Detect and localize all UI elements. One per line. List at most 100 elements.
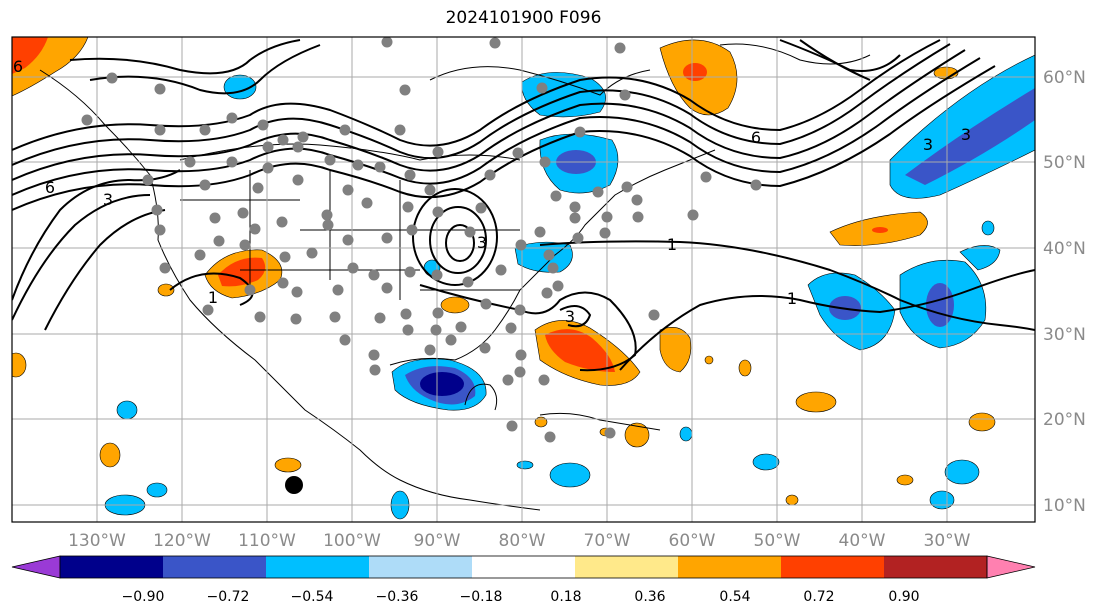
station-dot bbox=[322, 219, 334, 231]
station-dot bbox=[277, 134, 289, 146]
lon-label: 120°W bbox=[153, 531, 211, 551]
lon-label: 50°W bbox=[754, 531, 801, 551]
station-dot bbox=[648, 309, 660, 321]
colorbar-segment bbox=[678, 556, 781, 578]
station-markers bbox=[81, 37, 762, 443]
station-dot bbox=[514, 304, 526, 316]
colorbar-segment bbox=[11, 555, 61, 579]
station-dot bbox=[464, 226, 476, 238]
station-dot bbox=[569, 212, 581, 224]
station-dot bbox=[226, 112, 238, 124]
longitude-labels: 130°W 120°W 110°W 100°W 90°W 80°W 70°W 6… bbox=[68, 531, 971, 551]
station-dot bbox=[374, 312, 386, 324]
station-dot bbox=[552, 280, 564, 292]
colorbar-segment bbox=[575, 556, 678, 578]
contour-label-group: 6 3 1 1 1 3 3 6 3 3 6 bbox=[13, 57, 971, 326]
colorbar-tick-label: 0.90 bbox=[888, 589, 919, 605]
station-dot bbox=[276, 216, 288, 228]
station-dot bbox=[619, 89, 631, 101]
colorbar-segment bbox=[266, 556, 369, 578]
station-dot bbox=[621, 181, 633, 193]
colorbar-tick-label: −0.18 bbox=[460, 589, 503, 605]
station-dot bbox=[536, 82, 548, 94]
station-dot bbox=[202, 304, 214, 316]
colorbar-segment bbox=[986, 555, 1036, 579]
station-dot bbox=[291, 286, 303, 298]
station-dot bbox=[237, 207, 249, 219]
station-dot bbox=[252, 182, 264, 194]
contour-label: 1 bbox=[787, 289, 797, 308]
station-dot bbox=[505, 322, 517, 334]
station-dot bbox=[424, 184, 436, 196]
station-dot bbox=[431, 269, 443, 281]
station-dot bbox=[514, 366, 526, 378]
station-dot bbox=[262, 162, 274, 174]
station-dot bbox=[297, 131, 309, 143]
map-frame bbox=[11, 36, 1036, 523]
station-dot bbox=[399, 84, 411, 96]
station-dot bbox=[599, 227, 611, 239]
station-dot bbox=[592, 186, 604, 198]
station-dot bbox=[306, 247, 318, 259]
station-dot bbox=[538, 374, 550, 386]
station-dot bbox=[154, 83, 166, 95]
station-dot bbox=[339, 334, 351, 346]
station-dot bbox=[290, 313, 302, 325]
station-dot bbox=[402, 201, 414, 213]
contour-label: 6 bbox=[45, 178, 55, 197]
station-dot bbox=[329, 311, 341, 323]
station-dot bbox=[332, 284, 344, 296]
station-dot bbox=[406, 224, 418, 236]
station-dot bbox=[277, 277, 289, 289]
station-dot bbox=[480, 298, 492, 310]
contour-label: 3 bbox=[923, 135, 933, 154]
station-dot bbox=[151, 204, 163, 216]
station-dot bbox=[342, 184, 354, 196]
station-dot bbox=[489, 37, 501, 49]
lon-label: 40°W bbox=[839, 531, 886, 551]
station-dot bbox=[339, 124, 351, 136]
station-dot bbox=[381, 232, 393, 244]
station-dot bbox=[199, 124, 211, 136]
station-dot bbox=[544, 431, 556, 443]
station-dot bbox=[292, 141, 304, 153]
lat-label: 60°N bbox=[1043, 68, 1086, 88]
lat-label: 10°N bbox=[1043, 496, 1086, 516]
map-canvas: 6 3 1 1 1 3 3 6 3 3 6 bbox=[12, 37, 1035, 522]
lon-label: 110°W bbox=[238, 531, 296, 551]
station-dot bbox=[368, 269, 380, 281]
colorbar-segment bbox=[884, 556, 987, 578]
lon-label: 80°W bbox=[499, 531, 546, 551]
station-dot bbox=[194, 249, 206, 261]
station-dot bbox=[484, 169, 496, 181]
station-dot bbox=[262, 141, 274, 153]
station-dot bbox=[506, 420, 518, 432]
station-dot bbox=[430, 324, 442, 336]
station-dot bbox=[394, 124, 406, 136]
station-dot bbox=[400, 308, 412, 320]
lat-label: 20°N bbox=[1043, 410, 1086, 430]
station-dot bbox=[614, 42, 626, 54]
station-dot bbox=[432, 146, 444, 158]
lon-label: 30°W bbox=[924, 531, 971, 551]
station-dot bbox=[495, 264, 507, 276]
contour-label: 6 bbox=[751, 128, 761, 147]
colorbar-tick-label: 0.18 bbox=[550, 589, 581, 605]
station-dot bbox=[321, 209, 333, 221]
station-dot bbox=[368, 349, 380, 361]
colorbar-tick-label: −0.90 bbox=[122, 589, 165, 605]
station-dot bbox=[226, 156, 238, 168]
colorbar-segment bbox=[163, 556, 266, 578]
storm-center-marker bbox=[285, 476, 303, 494]
station-dot bbox=[534, 226, 546, 238]
station-dot bbox=[572, 232, 584, 244]
colorbar-segment bbox=[472, 556, 575, 578]
colorbar-tick-labels: −0.90 −0.72 −0.54 −0.36 −0.18 0.18 0.36 … bbox=[122, 589, 920, 605]
lon-label: 60°W bbox=[669, 531, 716, 551]
station-dot bbox=[184, 156, 196, 168]
map-background bbox=[12, 37, 1035, 522]
station-dot bbox=[424, 344, 436, 356]
colorbar-tick-label: −0.36 bbox=[376, 589, 419, 605]
contour-label: 1 bbox=[208, 288, 218, 307]
